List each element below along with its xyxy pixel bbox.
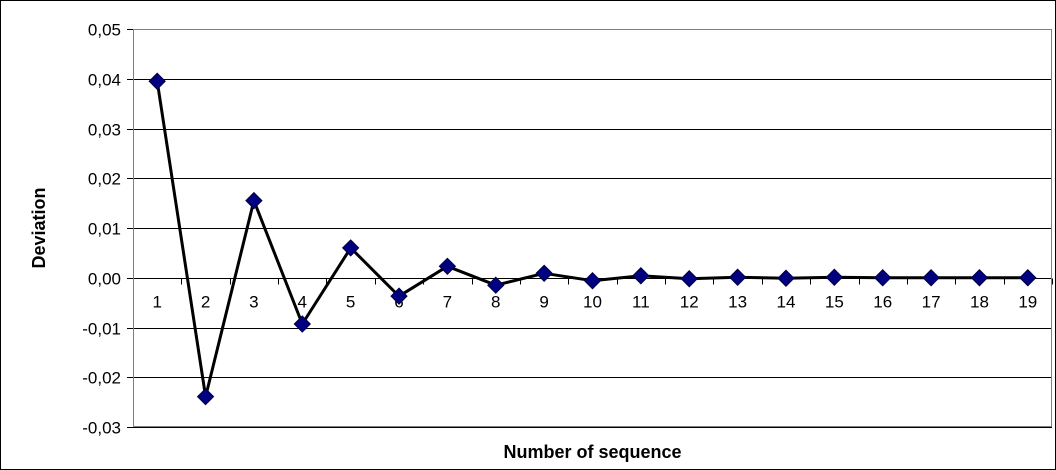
x-tick-label: 10	[583, 293, 602, 312]
x-axis-title: Number of sequence	[503, 442, 681, 462]
y-tick-label: -0,02	[82, 369, 121, 388]
data-point	[245, 191, 263, 210]
data-point	[632, 267, 650, 285]
x-tick-label: 13	[728, 293, 747, 312]
y-tick-label: 0,01	[88, 220, 121, 239]
data-point	[970, 269, 989, 287]
y-tick-labels: -0,03 -0,02 -0,01 0,00 0,01 0,02 0,03 0,04 0,05	[82, 21, 121, 438]
x-tick-label: 9	[539, 293, 548, 312]
data-point	[487, 276, 505, 294]
data-point	[728, 268, 747, 286]
x-tick-label: 4	[298, 293, 307, 312]
x-tick-label: 15	[825, 293, 844, 312]
x-tick-label: 16	[873, 293, 892, 312]
x-tick-label: 7	[443, 293, 452, 312]
x-tick-label: 2	[201, 293, 210, 312]
data-point	[390, 287, 408, 305]
x-tick-label: 5	[346, 293, 355, 312]
y-tick-label: 0,03	[88, 121, 121, 140]
x-tick-label: 1	[152, 293, 161, 312]
data-point	[535, 264, 553, 282]
y-tick-label: 0,05	[88, 21, 121, 40]
y-tick-label: -0,03	[82, 419, 121, 438]
x-tick-label: 11	[632, 293, 650, 312]
data-point	[777, 269, 795, 287]
y-tick-label: 0,00	[88, 270, 121, 289]
data-point	[583, 272, 602, 290]
data-point	[680, 270, 698, 288]
x-tick-label: 19	[1018, 293, 1037, 312]
y-tick-label: -0,01	[82, 320, 121, 339]
data-point	[293, 315, 311, 333]
data-point	[438, 257, 457, 276]
x-tick-label: 3	[249, 293, 258, 312]
data-point	[874, 269, 892, 287]
x-tick-label: 14	[777, 293, 796, 312]
series-group	[148, 72, 1037, 406]
data-point	[196, 387, 215, 406]
x-tick-label: 17	[922, 293, 941, 312]
x-tick-label: 8	[491, 293, 500, 312]
data-point	[1019, 269, 1037, 287]
y-axis-title: Deviation	[29, 187, 49, 268]
x-tick-label: 18	[970, 293, 989, 312]
data-point	[341, 239, 360, 257]
data-point	[922, 269, 940, 287]
y-tick-label: 0,02	[88, 170, 121, 189]
y-tick-label: 0,04	[88, 71, 121, 90]
x-tick-label: 12	[680, 293, 699, 312]
plot-area-border	[133, 29, 1052, 427]
data-point	[825, 268, 844, 286]
data-point	[148, 72, 166, 90]
